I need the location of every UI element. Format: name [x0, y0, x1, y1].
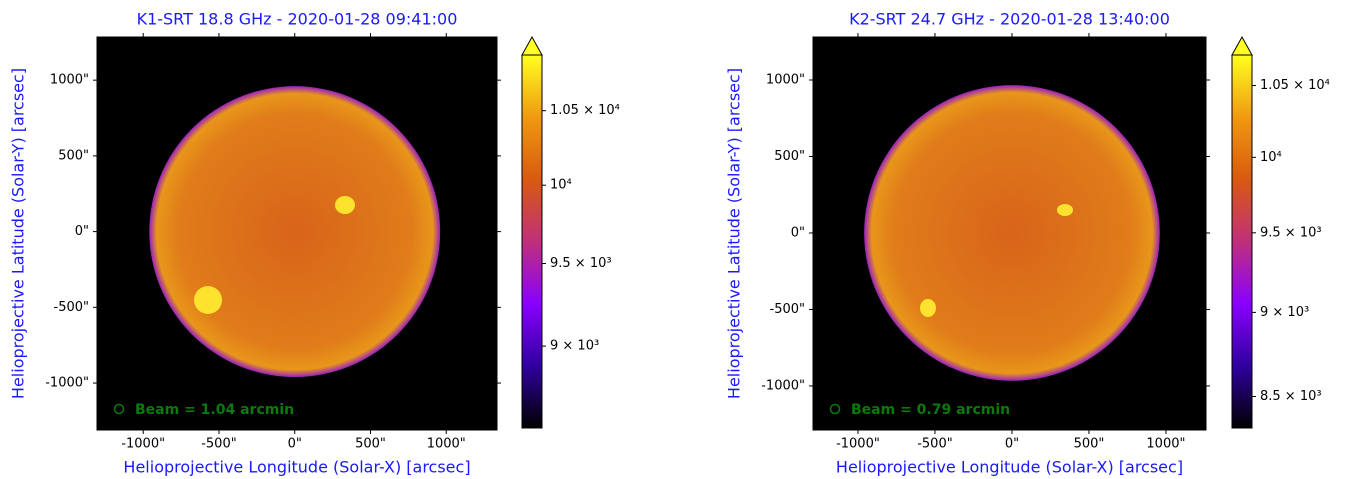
bright-region [1057, 204, 1073, 216]
beam-marker [113, 403, 125, 415]
x-tick-label: 500" [355, 437, 386, 452]
colorbar-tick-label: 10⁴ [1260, 150, 1282, 165]
x-axis-label: Helioprojective Longitude (Solar-X) [arc… [123, 458, 470, 477]
colorbar-tick-label: 10⁴ [550, 178, 572, 193]
colorbar-tick-label: 1.05 × 10⁴ [550, 103, 620, 118]
colorbar-extend [521, 35, 543, 56]
x-tick-label: 0" [288, 437, 302, 452]
y-tick-label: 500" [774, 149, 805, 164]
y-tick-label: 500" [58, 148, 89, 163]
x-tick-label: -500" [201, 437, 236, 452]
solar-disk [149, 86, 441, 378]
y-tick-label: 1000" [50, 73, 89, 88]
colorbar [521, 54, 543, 429]
beam-annotation: Beam = 0.79 arcmin [851, 402, 1010, 418]
chart-title: K1-SRT 18.8 GHz - 2020-01-28 09:41:00 [137, 10, 458, 29]
y-tick-label: -1000" [45, 376, 89, 391]
y-axis-label: Helioprojective Latitude (Solar-Y) [arcs… [9, 68, 28, 399]
y-axis-label: Helioprojective Latitude (Solar-Y) [arcs… [725, 68, 744, 399]
x-tick-label: -1000" [121, 437, 165, 452]
y-tick-label: -1000" [761, 378, 805, 393]
beam-marker [829, 403, 841, 415]
colorbar-tick-label: 9 × 10³ [1260, 305, 1309, 320]
colorbar-tick-label: 9.5 × 10³ [550, 256, 612, 271]
x-tick-label: 1000" [427, 437, 466, 452]
beam-annotation: Beam = 1.04 arcmin [135, 402, 294, 418]
x-tick-label: 500" [1074, 437, 1105, 452]
x-tick-label: 1000" [1146, 437, 1185, 452]
x-axis-label: Helioprojective Longitude (Solar-X) [arc… [836, 458, 1183, 477]
colorbar-tick-label: 9.5 × 10³ [1260, 225, 1322, 240]
y-tick-label: 0" [75, 224, 89, 239]
colorbar-tick-label: 9 × 10³ [550, 339, 599, 354]
y-tick-label: 1000" [766, 72, 805, 87]
chart-title: K2-SRT 24.7 GHz - 2020-01-28 13:40:00 [849, 10, 1170, 29]
plot-frame [96, 36, 498, 431]
colorbar [1231, 54, 1253, 429]
bright-region [194, 286, 222, 314]
x-tick-label: 0" [1005, 437, 1019, 452]
bright-region [335, 196, 355, 214]
y-tick-label: -500" [54, 300, 89, 315]
x-tick-label: -500" [917, 437, 952, 452]
solar-disk [864, 85, 1160, 381]
y-tick-label: -500" [770, 302, 805, 317]
colorbar-tick-label: 8.5 × 10³ [1260, 389, 1322, 404]
x-tick-label: -1000" [836, 437, 880, 452]
bright-region [920, 299, 936, 317]
y-tick-label: 0" [791, 225, 805, 240]
colorbar-tick-label: 1.05 × 10⁴ [1260, 78, 1330, 93]
plot-frame [812, 36, 1207, 431]
colorbar-extend [1231, 35, 1253, 56]
